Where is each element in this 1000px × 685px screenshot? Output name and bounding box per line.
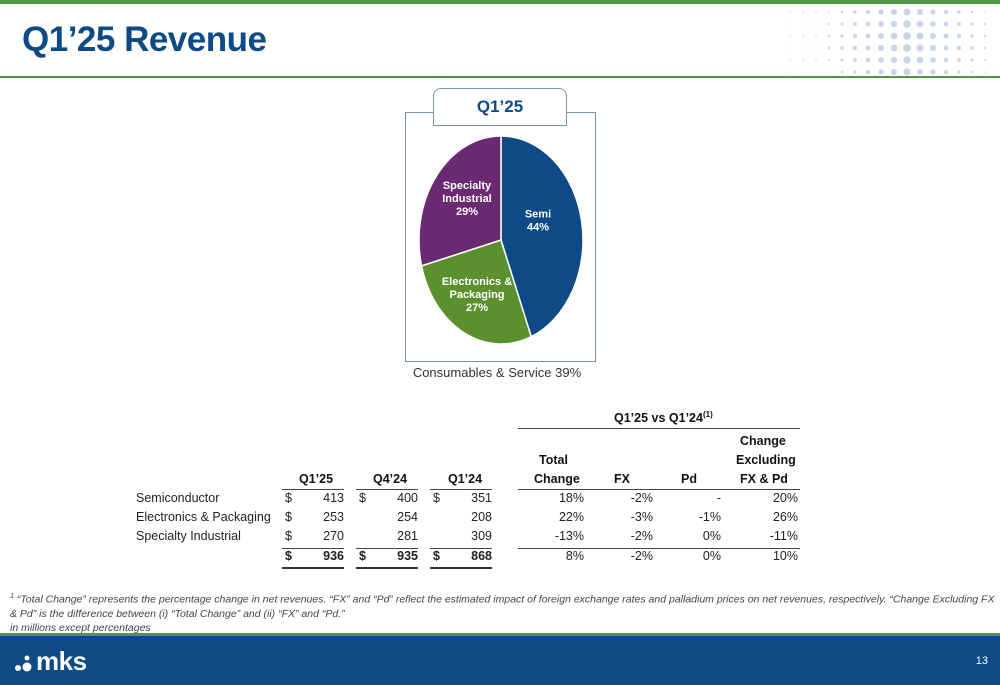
cell-fx: -2%	[630, 549, 653, 563]
col-header-q424: Q4’24	[373, 472, 408, 486]
cell-q424: 281	[397, 529, 418, 543]
currency-symbol: $	[359, 491, 366, 505]
currency-symbol: $	[285, 549, 292, 563]
decorative-dot-pattern	[789, 8, 987, 76]
cell-q124: 351	[471, 491, 492, 505]
col-header-pd: Pd	[681, 472, 697, 486]
total-bottom-rule-q125	[282, 567, 344, 569]
currency-symbol: $	[359, 549, 366, 563]
currency-symbol: $	[433, 491, 440, 505]
cell-q124: 868	[471, 549, 492, 563]
total-top-rule-q424	[356, 548, 418, 549]
cell-q125: 936	[323, 549, 344, 563]
pie-slice-label: Specialty Industrial 29%	[442, 180, 492, 218]
logo-dots-icon	[15, 655, 32, 672]
col-header-excl-2: Excluding	[736, 453, 796, 467]
pie-slice	[500, 136, 584, 338]
cell-q124: 208	[471, 510, 492, 524]
logo-text: mks	[36, 646, 87, 676]
col-header-total-2: Change	[534, 472, 580, 486]
slide-title: Q1’25 Revenue	[22, 20, 267, 59]
cell-total-change: 22%	[558, 510, 584, 524]
cell-fx: -3%	[630, 510, 653, 524]
cell-q424: 400	[397, 491, 418, 505]
row-label: Electronics & Packaging	[136, 510, 271, 524]
total-top-rule-changes	[518, 548, 800, 549]
cell-q424: 254	[397, 510, 418, 524]
pie-caption: Consumables & Service 39%	[412, 365, 582, 380]
group-header-text: Q1’25 vs Q1’24	[614, 411, 703, 426]
group-header-sup: (1)	[702, 410, 713, 419]
cell-change-excl: 10%	[772, 549, 798, 563]
group-header-rule	[518, 428, 800, 429]
cell-q125: 270	[323, 529, 344, 543]
col-header-q124: Q1’24	[448, 472, 483, 486]
cell-fx: -2%	[630, 529, 653, 543]
pie-chart: Semi 44% Electronics & Packaging 27% Specialt…	[418, 136, 584, 345]
cell-change-excl: -11%	[769, 529, 798, 543]
footnote-sup: 1	[10, 593, 14, 600]
footnote-text: “Total Change” represents the percentage…	[10, 593, 995, 620]
cell-q125: 253	[323, 510, 344, 524]
cell-total-change: 18%	[558, 491, 584, 505]
header-rule-q125	[282, 489, 344, 490]
col-header-q125: Q1’25	[299, 472, 334, 486]
cell-q424: 935	[397, 549, 418, 563]
col-header-fx: FX	[614, 472, 630, 486]
header-rule-changes	[518, 489, 800, 490]
pie-panel-tab: Q1’25	[433, 88, 567, 126]
footnote-units: in millions except percentages	[10, 622, 151, 634]
top-accent-rule	[0, 0, 1000, 4]
cell-change-excl: 26%	[772, 510, 798, 524]
total-top-rule-q125	[282, 548, 344, 549]
table-group-header: Q1’25 vs Q1’24(1)	[614, 410, 713, 425]
pie-slice	[418, 136, 502, 267]
currency-symbol: $	[285, 529, 292, 543]
pie-slice-label: Semi 44%	[525, 209, 551, 234]
row-label: Specialty Industrial	[136, 529, 241, 543]
total-top-rule-q124	[430, 548, 492, 549]
cell-total-change: 8%	[565, 549, 584, 563]
pie-slice-label: Electronics & Packaging 27%	[442, 276, 512, 314]
mks-logo: mks	[14, 646, 87, 677]
cell-pd: -1%	[698, 510, 721, 524]
footer-accent-rule	[0, 633, 1000, 636]
col-header-total-1: Total	[539, 453, 568, 467]
cell-pd: 0%	[702, 549, 721, 563]
footnote-definition: 1 “Total Change” represents the percenta…	[10, 590, 995, 621]
col-header-excl-1: Change	[740, 434, 786, 448]
currency-symbol: $	[285, 491, 292, 505]
cell-total-change: -13%	[554, 529, 584, 543]
pie-slice	[420, 239, 533, 345]
header-rule	[0, 76, 1000, 78]
cell-pd: -	[716, 491, 721, 505]
cell-q125: 413	[323, 491, 344, 505]
header-rule-q124	[430, 489, 492, 490]
col-header-excl-3: FX & Pd	[740, 472, 788, 486]
page-number: 13	[975, 655, 988, 667]
total-bottom-rule-q124	[430, 567, 492, 569]
cell-q124: 309	[471, 529, 492, 543]
cell-change-excl: 20%	[772, 491, 798, 505]
cell-pd: 0%	[702, 529, 721, 543]
currency-symbol: $	[285, 510, 292, 524]
currency-symbol: $	[433, 549, 440, 563]
footer-bar	[0, 636, 1000, 685]
row-label: Semiconductor	[136, 491, 220, 505]
header-rule-q424	[356, 489, 418, 490]
cell-fx: -2%	[630, 491, 653, 505]
total-bottom-rule-q424	[356, 567, 418, 569]
